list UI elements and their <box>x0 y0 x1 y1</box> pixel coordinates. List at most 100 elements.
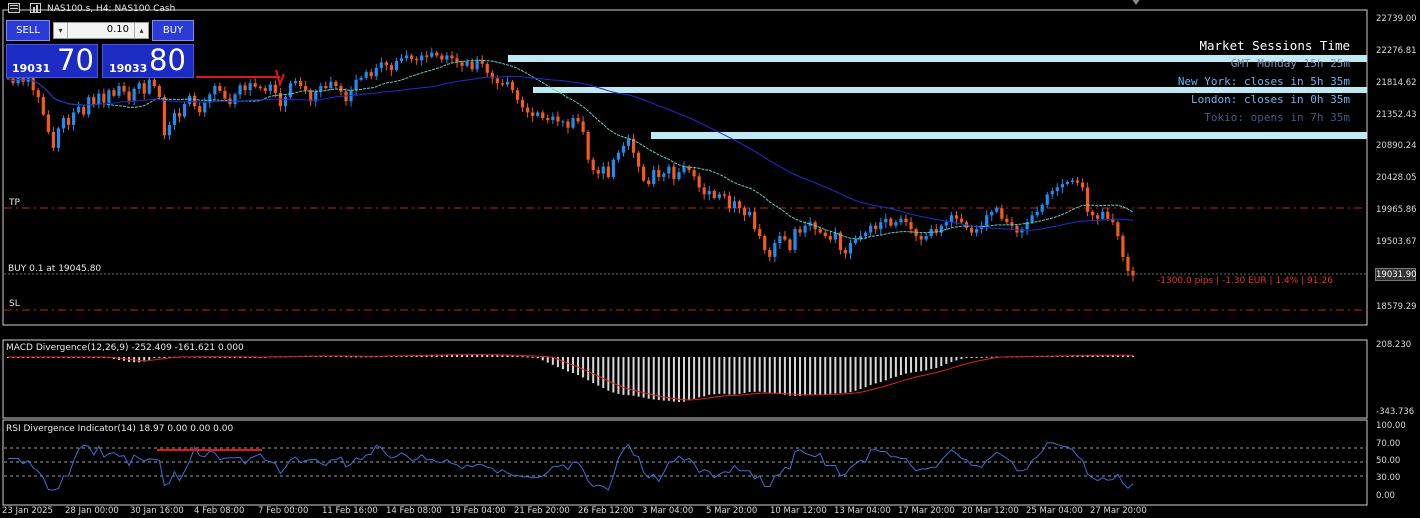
candle-body <box>591 159 595 171</box>
x-tick: 20 Mar 12:00 <box>962 506 1019 516</box>
candle-body <box>218 86 222 91</box>
candle-body <box>213 86 217 95</box>
macd-bar <box>516 355 519 357</box>
candle-body <box>717 194 721 198</box>
sessions-title: Market Sessions Time <box>1199 38 1350 53</box>
macd-bar <box>254 357 257 359</box>
current-price-tag: 19031.90 <box>1375 268 1417 281</box>
macd-bar <box>143 357 146 362</box>
candle-body <box>990 211 994 216</box>
candle-body <box>475 60 479 70</box>
candle-body <box>167 124 172 136</box>
candle-body <box>450 55 454 59</box>
macd-bar <box>743 357 746 394</box>
session-tokio: Tokio: opens in 7h 35m <box>1204 111 1350 124</box>
candle-body <box>324 86 328 89</box>
macd-bar <box>223 356 226 358</box>
y-tick: 20428.05 <box>1376 173 1417 183</box>
candle-body <box>783 236 787 240</box>
macd-bar <box>1126 355 1129 357</box>
candle-body <box>1035 211 1039 216</box>
macd-signal-line <box>8 354 1134 401</box>
session-london: London: closes in 0h 35m <box>1191 93 1350 106</box>
volume-field[interactable]: ▾ 0.10 ▴ <box>53 22 149 39</box>
candle-body <box>425 55 429 57</box>
candle-body <box>1010 222 1014 226</box>
candle-body <box>626 138 631 146</box>
candle-body <box>147 79 151 94</box>
macd-bar <box>506 355 509 357</box>
candle-body <box>1111 218 1115 223</box>
candle-body <box>61 117 66 129</box>
candle-body <box>233 94 237 105</box>
candle-body <box>162 97 166 136</box>
candle-body <box>551 116 555 121</box>
session-gmt: GMT Monday 15h 25m <box>1230 57 1350 70</box>
candle-body <box>586 131 590 160</box>
candle-body <box>758 229 762 237</box>
macd-bar <box>163 356 166 358</box>
macd-bar <box>430 354 433 357</box>
x-tick: 4 Feb 08:00 <box>194 506 245 516</box>
sl-label: SL <box>9 299 20 309</box>
ma-fast-line <box>7 59 1134 240</box>
symbol-title: NAS100.s, H4: NAS100 Cash <box>47 4 176 14</box>
candle-body <box>1075 180 1080 183</box>
rsi-y-tick: 0.00 <box>1376 491 1395 501</box>
buy-button[interactable]: BUY <box>152 20 194 41</box>
sell-price-box[interactable]: 19031 70 <box>6 43 98 78</box>
macd-bar <box>556 357 559 368</box>
candle-body <box>667 166 671 174</box>
grid-menu-icon[interactable] <box>8 3 20 13</box>
volume-increase-icon[interactable]: ▴ <box>134 23 148 38</box>
candle-body <box>77 106 81 113</box>
x-tick: 19 Feb 04:00 <box>450 506 506 516</box>
macd-bar <box>985 356 988 358</box>
y-tick: 22276.81 <box>1376 46 1417 56</box>
volume-decrease-icon[interactable]: ▾ <box>54 23 68 38</box>
candle-body <box>1020 229 1024 233</box>
rsi-y-tick: 100.00 <box>1376 421 1406 431</box>
macd-bar <box>617 357 620 394</box>
macd-bar <box>526 356 529 358</box>
candle-body <box>258 86 262 89</box>
candle-body <box>46 114 50 132</box>
macd-bar <box>148 357 151 360</box>
macd-bar <box>839 357 842 394</box>
macd-bar <box>718 357 721 394</box>
chart-type-icon[interactable] <box>30 3 41 13</box>
volume-value[interactable]: 0.10 <box>106 24 129 35</box>
candle-body <box>1025 222 1029 230</box>
macd-bar <box>481 354 484 357</box>
macd-bar <box>940 357 943 367</box>
candle-body <box>1131 270 1135 276</box>
arrow-down-icon[interactable] <box>1131 0 1141 5</box>
y-tick: 18579.29 <box>1376 302 1417 312</box>
y-tick: 21814.62 <box>1376 78 1417 88</box>
macd-bar <box>1121 355 1124 357</box>
candle-body <box>304 86 308 91</box>
candle-body <box>526 107 530 113</box>
macd-bar <box>778 357 781 394</box>
x-tick: 27 Mar 20:00 <box>1090 506 1147 516</box>
candle-body <box>253 83 257 87</box>
candle-body <box>142 83 146 94</box>
candle-body <box>354 79 358 91</box>
x-tick: 7 Feb 00:00 <box>258 506 309 516</box>
macd-bar <box>849 357 852 393</box>
macd-bar <box>713 357 716 395</box>
macd-bar <box>466 354 469 357</box>
candle-body <box>485 63 489 73</box>
candle-body <box>788 239 792 250</box>
buy-price-box[interactable]: 19033 80 <box>102 43 194 78</box>
sell-button[interactable]: SELL <box>6 20 50 41</box>
candle-body <box>515 90 520 100</box>
session-new-york: New York: closes in 5h 35m <box>1177 75 1350 88</box>
macd-bar <box>531 356 534 358</box>
macd-bar <box>536 357 539 359</box>
x-tick: 10 Mar 12:00 <box>770 506 827 516</box>
buy-price-big: 80 <box>149 43 186 77</box>
candle-body <box>879 222 883 230</box>
macd-bar <box>218 356 221 358</box>
